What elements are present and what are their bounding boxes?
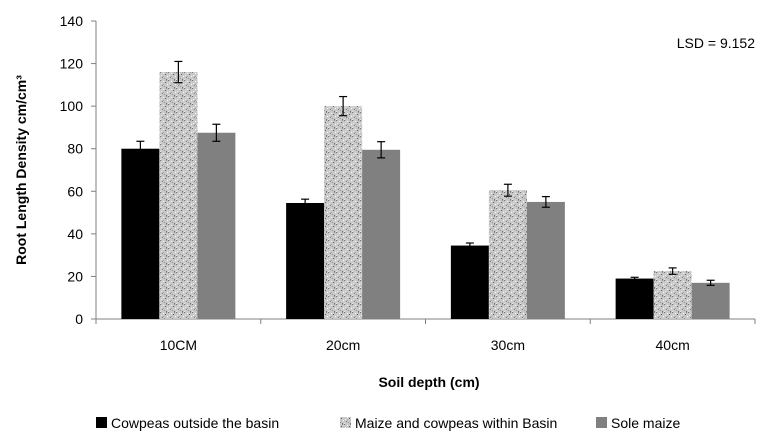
bar bbox=[197, 132, 236, 319]
bars bbox=[121, 72, 730, 320]
legend-item: Cowpeas outside the basin bbox=[96, 415, 279, 431]
y-tick-label: 140 bbox=[60, 13, 84, 29]
bar bbox=[691, 282, 730, 319]
x-tick-label: 10CM bbox=[160, 337, 197, 353]
legend-label: Cowpeas outside the basin bbox=[111, 415, 279, 431]
bar bbox=[450, 245, 489, 319]
lsd-annotation: LSD = 9.152 bbox=[677, 35, 755, 51]
legend: Cowpeas outside the basin Maize and cowpe… bbox=[96, 415, 680, 431]
x-tick-label: 30cm bbox=[491, 337, 525, 353]
y-tick-label: 0 bbox=[75, 311, 83, 327]
y-tick-label: 120 bbox=[60, 56, 84, 72]
legend-item: Maize and cowpeas within Basin bbox=[340, 415, 557, 431]
x-axis: 10CM 20cm 30cm 40cm bbox=[95, 318, 756, 353]
legend-label: Maize and cowpeas within Basin bbox=[355, 415, 557, 431]
y-tick-label: 40 bbox=[67, 226, 83, 242]
legend-swatch bbox=[96, 417, 107, 428]
y-ticks: 0 20 40 60 80 100 120 140 bbox=[60, 13, 96, 327]
bar bbox=[653, 271, 692, 319]
legend-item: Sole maize bbox=[596, 415, 680, 431]
y-tick-label: 80 bbox=[67, 141, 83, 157]
x-axis-title: Soil depth (cm) bbox=[378, 374, 479, 390]
y-axis-title: Root Length Density cm/cm³ bbox=[13, 75, 29, 265]
bar bbox=[324, 106, 363, 320]
x-tick-label: 40cm bbox=[656, 337, 690, 353]
y-tick-label: 20 bbox=[67, 268, 83, 284]
bar bbox=[488, 190, 527, 319]
y-tick-label: 100 bbox=[60, 98, 84, 114]
x-tick-label: 20cm bbox=[326, 337, 360, 353]
bar bbox=[286, 202, 325, 319]
legend-swatch bbox=[596, 417, 607, 428]
y-tick-label: 60 bbox=[67, 183, 83, 199]
y-axis: 0 20 40 60 80 100 120 140 bbox=[60, 13, 97, 327]
error-bars bbox=[136, 60, 715, 286]
x-ticks: 10CM 20cm 30cm 40cm bbox=[95, 319, 756, 353]
legend-label: Sole maize bbox=[611, 415, 680, 431]
bar bbox=[159, 72, 198, 319]
bar bbox=[526, 201, 565, 319]
bar bbox=[362, 149, 401, 319]
bar bbox=[615, 278, 654, 319]
bar bbox=[121, 148, 160, 319]
legend-swatch bbox=[340, 417, 351, 428]
